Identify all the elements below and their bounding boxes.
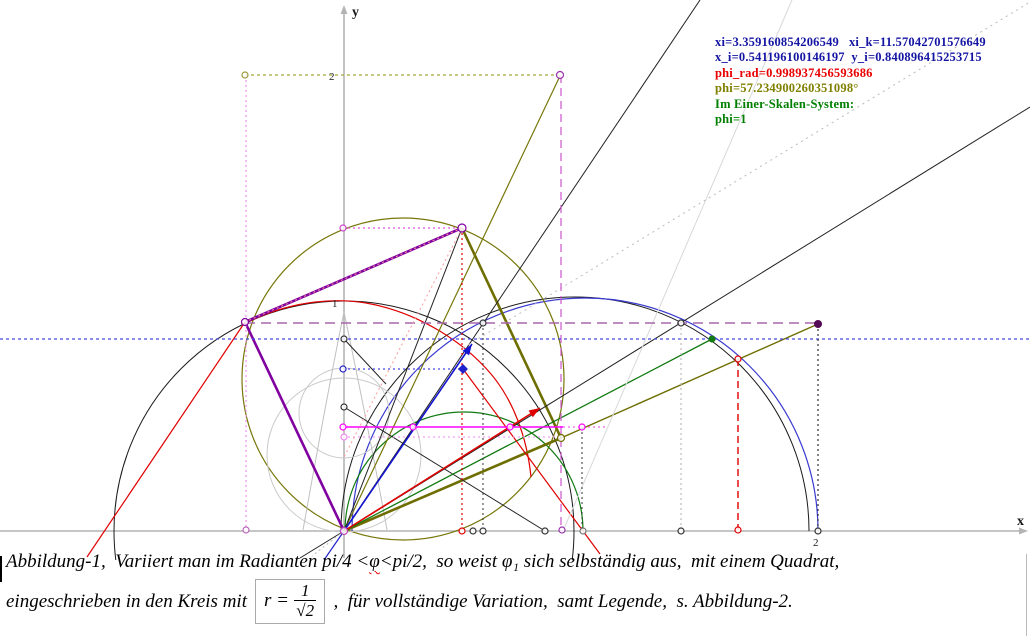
phi-deg-value: phi=57.234900260351098° [715, 81, 859, 96]
scale-system: Im Einer-Skalen-System: [715, 96, 855, 111]
point-yaxis-magenta [339, 423, 347, 431]
caption-line-2: eingeschrieben in den Kreis mit r = 1 √2… [6, 579, 1022, 624]
y-tick-1: 1 [332, 298, 338, 310]
caption-phi-misspell: φ [369, 551, 380, 572]
red-vector-arrowhead [528, 408, 540, 418]
phi-unit-value: phi=1 [715, 112, 747, 127]
point-axis-820 [814, 527, 822, 535]
point-green-filled [708, 335, 716, 343]
figure-caption: Abbildung-1, Variiert man im Radianten p… [6, 549, 1022, 624]
point-blue-diamond [458, 364, 468, 374]
point-magenta-510 [506, 423, 514, 431]
x-axis-label: x [1017, 514, 1024, 529]
point-axis-738 [734, 526, 742, 534]
caption-line2-pre: eingeschrieben in den Kreis mit [6, 590, 247, 612]
point-A [240, 317, 250, 327]
gray-dotted-below-axis [311, 530, 345, 557]
point-red-738 [734, 355, 742, 363]
y-axis-arrowhead [340, 5, 348, 14]
caption-line1-pre: Abbildung-1, Variiert man im Radianten p… [6, 551, 370, 572]
point-axis-681 [677, 527, 685, 535]
point-yaxis-yi [340, 335, 348, 343]
sqrt-radicand: 2 [305, 601, 315, 620]
xi-values: xi=3.359160854206549 xi_k=11.57042701576… [715, 35, 986, 49]
radius-formula-box: r = 1 √2 [254, 579, 326, 624]
point-axis-473 [469, 527, 477, 535]
construction-canvas: y x 2 1 2 [0, 0, 1030, 560]
point-magenta-582 [578, 423, 586, 431]
black-diagonal-OB [343, 227, 463, 532]
point-axis-462 [458, 527, 466, 535]
point-magenta-413 [409, 423, 417, 431]
point-C [556, 433, 566, 443]
green-semicircle [344, 411, 584, 532]
xy-values: x_i=0.541196100146197 y_i=0.840896415253… [715, 50, 982, 65]
page-margin-line [1026, 554, 1027, 636]
faint-gray-line [562, 0, 793, 532]
black-below-axis [299, 530, 345, 559]
point-axis-246 [242, 526, 250, 534]
point-yaxis-blue [339, 365, 347, 373]
black-phi-ray [343, 0, 701, 532]
phi-rad-value: phi_rad=0.998937456593686 [715, 65, 873, 80]
square-side-BC [460, 227, 563, 439]
sqrt-radical-sign: √ [296, 601, 306, 620]
olive-ray-up [343, 75, 561, 532]
x-tick-2: 2 [813, 537, 819, 549]
point-axis-483 [479, 527, 487, 535]
caption-line2-post: , für vollständige Variation, samt Legen… [333, 590, 793, 612]
point-yaxis-pink [340, 433, 348, 441]
olive-ray-to-point2 [560, 323, 819, 439]
x-axis-arrowhead [1019, 527, 1028, 535]
square-side-OA [243, 321, 346, 532]
point-darkpurple-filled [814, 320, 822, 328]
point-magenta-yaxis [339, 224, 347, 232]
point-483-323 [479, 319, 487, 327]
formula-numerator: 1 [293, 581, 317, 601]
black-low-ray [343, 106, 1030, 532]
blue-vector-phi [343, 343, 473, 532]
gray-cusp-left [302, 311, 345, 531]
point-yaxis-407 [340, 403, 348, 411]
square-side-AB [244, 226, 463, 324]
point-681-323 [677, 319, 685, 327]
green-line-to-point [343, 338, 713, 532]
point-purple-top [555, 70, 565, 80]
point-axis-562 [558, 526, 566, 534]
blue-vector-phi-arrowhead [462, 344, 472, 356]
blue-semicircle [351, 297, 819, 532]
point-axis-545 [541, 527, 549, 535]
y-axis-label: y [352, 5, 359, 20]
formula-lhs: r = [263, 589, 289, 611]
red-inscribed-angle-line [86, 321, 246, 558]
olive-circumcircle [241, 217, 565, 541]
blue-below-axis [323, 530, 345, 560]
gray-dotted-diagonal [462, 1, 1030, 349]
point-axis-583 [579, 527, 587, 535]
black-segment-short [343, 338, 387, 385]
caption-line-1: Abbildung-1, Variiert man im Radianten p… [6, 549, 1022, 575]
red-arc [249, 300, 532, 478]
caption-line1-post: <pi/2, so weist φ₁ sich selbständig aus,… [379, 551, 840, 572]
red-line-down-right [462, 368, 601, 555]
point-olive-y2 [241, 71, 249, 79]
text-cursor [0, 556, 2, 582]
point-origin [339, 526, 349, 536]
formula-fraction: 1 √2 [293, 581, 317, 620]
legend-annotations: xi=3.359160854206549 xi_k=11.57042701576… [715, 35, 986, 127]
formula-denominator: √2 [296, 601, 314, 620]
y-tick-2: 2 [329, 71, 335, 83]
palered-dotted-B-center [343, 227, 463, 458]
point-B [457, 223, 467, 233]
